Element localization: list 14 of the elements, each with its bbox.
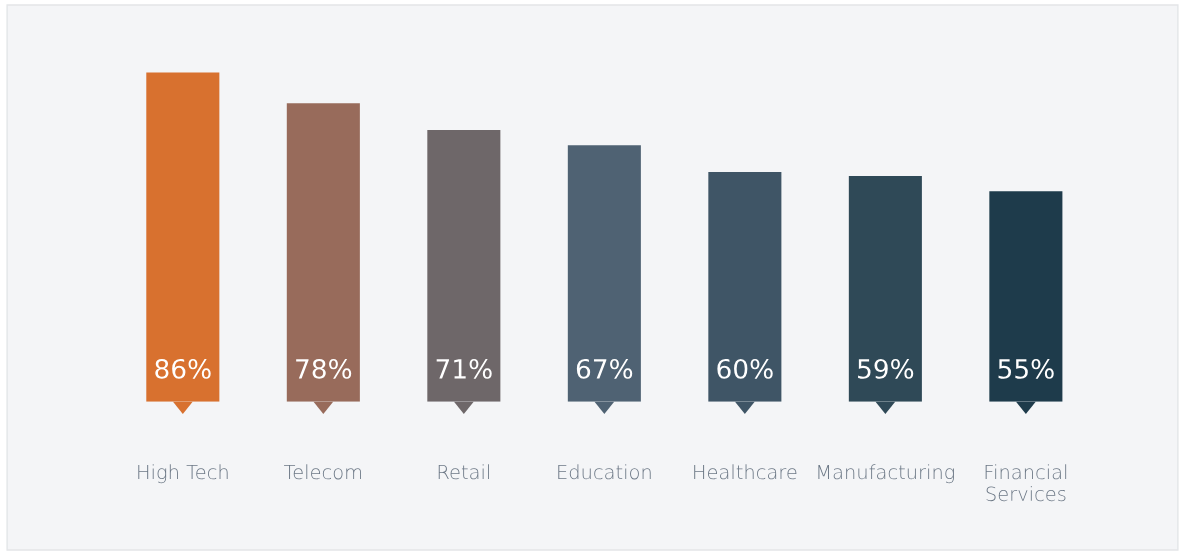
data-label: 78%	[296, 358, 352, 379]
x-tick-label: High Tech	[138, 464, 228, 484]
data-label: 59%	[858, 358, 914, 379]
x-tick-label: Telecom	[284, 464, 361, 480]
x-tick-label: Education	[558, 464, 651, 480]
x-tick-label: Financial Services	[985, 464, 1067, 502]
data-label: 60%	[717, 358, 773, 379]
data-label: 86%	[155, 358, 211, 379]
x-tick-label: Retail	[438, 464, 489, 480]
data-label: 55%	[998, 358, 1054, 379]
data-label: 67%	[576, 358, 633, 379]
x-tick-label: Healthcare	[694, 464, 797, 480]
x-tick-label: Manufacturing	[818, 464, 954, 484]
data-label: 71%	[436, 358, 492, 379]
